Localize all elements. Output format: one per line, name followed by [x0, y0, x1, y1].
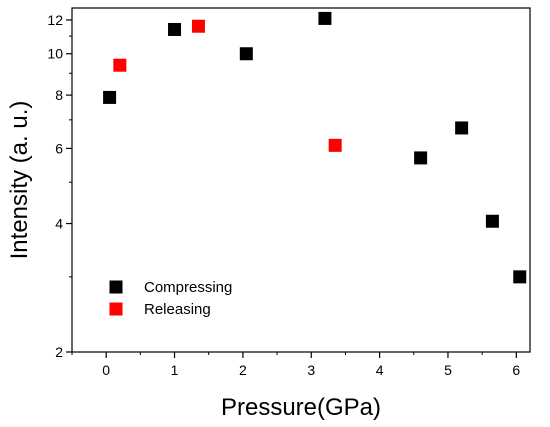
legend-label: Releasing	[144, 301, 211, 318]
data-points	[103, 11, 527, 284]
data-point-compressing	[103, 90, 117, 104]
y-tick-label: 2	[55, 344, 63, 360]
data-point-compressing	[168, 22, 182, 36]
data-point-releasing	[328, 138, 342, 152]
x-tick-label: 1	[171, 362, 179, 378]
x-tick-label: 4	[376, 362, 384, 378]
legend: Compressing Releasing	[109, 279, 232, 318]
legend-label: Compressing	[144, 279, 232, 296]
data-point-releasing	[113, 58, 127, 72]
y-tick-label: 6	[55, 140, 63, 156]
x-tick-label: 3	[307, 362, 315, 378]
y-axis-title: Intensity (a. u.)	[6, 101, 33, 260]
x-axis-title: Pressure(GPa)	[221, 394, 381, 421]
data-point-compressing	[239, 47, 253, 61]
plot-frame	[71, 7, 531, 353]
data-point-compressing	[513, 270, 527, 284]
y-axis-ticks: 2 4 6 8 10 12	[47, 12, 72, 360]
y-tick-label: 12	[47, 12, 63, 28]
data-point-releasing	[191, 19, 205, 33]
data-point-compressing	[414, 151, 428, 165]
legend-marker	[109, 280, 123, 294]
data-point-compressing	[318, 11, 332, 25]
x-tick-label: 0	[102, 362, 110, 378]
x-axis-ticks: 0 1 2 3 4 5 6	[71, 352, 520, 378]
y-tick-label: 4	[55, 216, 63, 232]
data-point-compressing	[485, 214, 499, 228]
x-tick-label: 5	[444, 362, 452, 378]
legend-marker	[109, 302, 123, 316]
y-tick-label: 10	[47, 46, 63, 62]
y-tick-label: 8	[55, 87, 63, 103]
x-tick-label: 6	[512, 362, 520, 378]
x-tick-label: 2	[239, 362, 247, 378]
data-point-compressing	[455, 121, 469, 135]
